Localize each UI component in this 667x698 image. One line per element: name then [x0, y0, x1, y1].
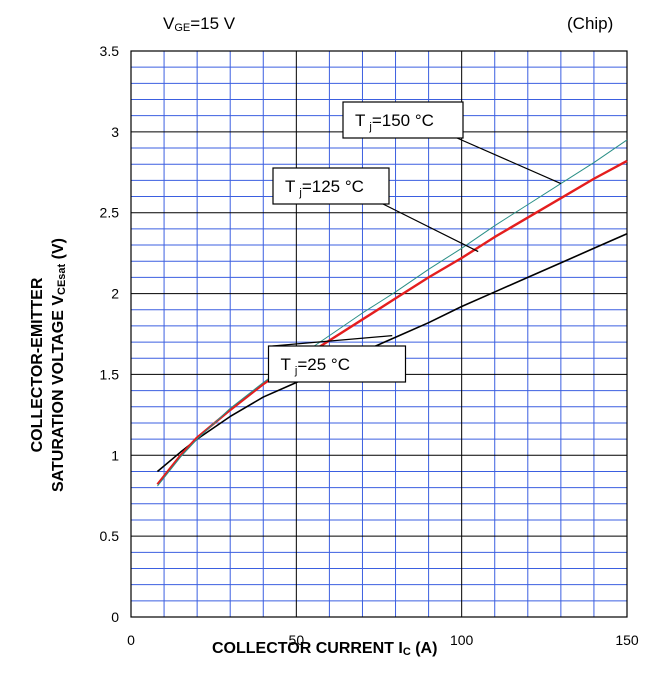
series-label-box [342, 101, 464, 139]
series-label-box [267, 345, 407, 383]
series-line-0 [156, 233, 628, 473]
y-tick-label: 3 [111, 124, 119, 140]
x-tick-label: 100 [450, 632, 474, 648]
y-tick-label: 0.5 [100, 528, 120, 544]
y-axis-label-line2: SATURATION VOLTAGE VCEsat (V) [50, 238, 68, 492]
y-tick-label: 0 [111, 609, 119, 625]
series-label-leader [382, 203, 479, 253]
series-line-1 [156, 159, 628, 486]
x-tick-label: 0 [127, 632, 135, 648]
series-label-leader [272, 335, 393, 347]
y-axis-label-line1: COLLECTOR-EMITTER [29, 277, 46, 453]
plot-frame [130, 50, 628, 618]
y-tick-label: 2 [111, 286, 119, 302]
series-line-2 [157, 139, 628, 487]
y-tick-label: 2.5 [100, 205, 120, 221]
x-tick-label: 50 [289, 632, 305, 648]
x-axis-label: COLLECTOR CURRENT IC (A) [212, 640, 438, 658]
x-tick-label: 150 [615, 632, 639, 648]
y-tick-label: 1 [111, 447, 119, 463]
y-tick-label: 1.5 [100, 366, 120, 382]
y-tick-label: 3.5 [100, 43, 120, 59]
series-label-box [272, 167, 390, 205]
series-label-leader [456, 137, 562, 185]
gate-voltage-condition: VGE=15 V [163, 14, 236, 34]
chip-note: (Chip) [567, 14, 614, 33]
